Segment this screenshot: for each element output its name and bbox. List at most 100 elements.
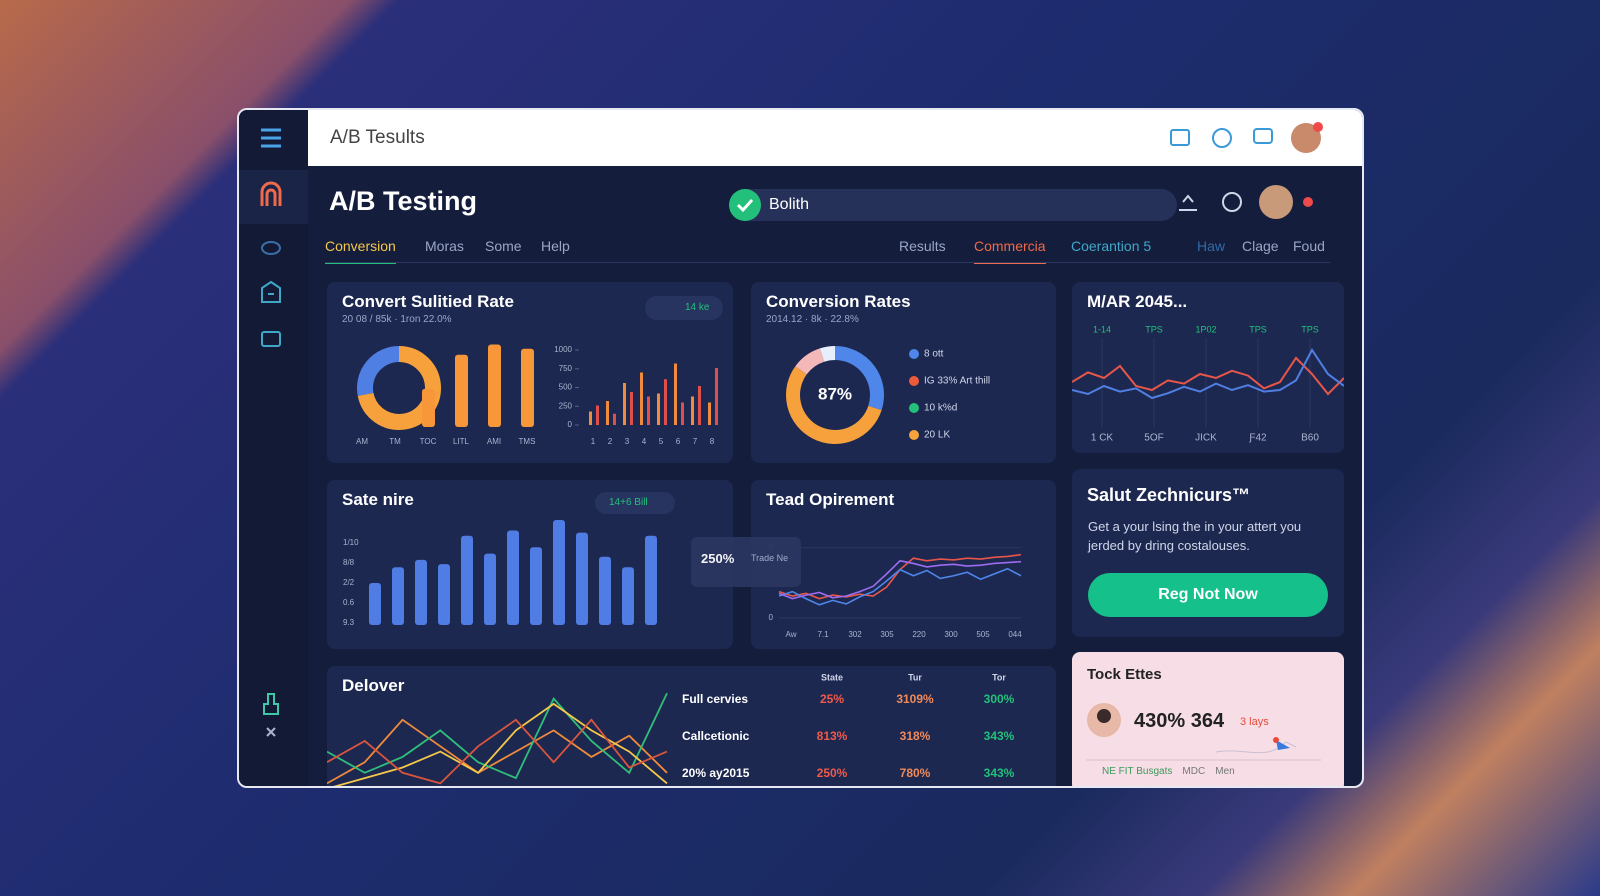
- card: 1/10 8/8 2/2 0.6 9.3 Sate nire 14+6 Bill: [327, 480, 733, 649]
- bar: [708, 402, 711, 425]
- app-window: A/B Tesults A/B Testing Bolith Conversio…: [237, 108, 1364, 788]
- menu-icon[interactable]: [261, 128, 281, 148]
- top-label: 1P02: [1195, 324, 1216, 334]
- bar: [488, 344, 501, 427]
- card-title: Tead Opirement: [766, 490, 895, 509]
- icon[interactable]: [1253, 128, 1273, 144]
- icon[interactable]: [1222, 192, 1242, 212]
- donut-segment: [795, 348, 825, 375]
- avatar[interactable]: [1291, 123, 1321, 153]
- bar: [596, 405, 599, 425]
- nav-icon[interactable]: [261, 241, 281, 255]
- nav-icon[interactable]: [266, 727, 276, 737]
- x-tick-label: 3: [625, 437, 630, 446]
- y-tick-label: 1000: [554, 345, 572, 354]
- donut-center: 87%: [818, 384, 852, 403]
- row-label: Callcetionic: [682, 729, 750, 743]
- footer-item: Men: [1215, 766, 1235, 777]
- tock-note: 3 lays: [1240, 716, 1269, 728]
- x-tick-label: 1 CK: [1091, 433, 1114, 444]
- top-label: TPS: [1145, 324, 1163, 334]
- bar: [622, 567, 634, 625]
- x-tick-label: 305: [880, 630, 894, 639]
- line-series: [1072, 348, 1344, 400]
- bar: [691, 396, 694, 425]
- line-series: [778, 567, 1022, 606]
- icon[interactable]: [1170, 129, 1190, 146]
- search-bar[interactable]: Bolith: [729, 189, 1177, 221]
- tab[interactable]: Results: [899, 238, 946, 254]
- card-title: M/AR 2045...: [1087, 292, 1188, 311]
- table-cell: 318%: [900, 729, 931, 743]
- logo-icon[interactable]: [260, 181, 282, 206]
- x-tick-label: 5: [659, 437, 664, 446]
- top-label: 1-14: [1093, 324, 1111, 334]
- avatar[interactable]: [1259, 185, 1293, 219]
- top-label: TPS: [1301, 324, 1319, 334]
- x-tick-label: 7.1: [817, 630, 829, 639]
- tab[interactable]: Conversion: [325, 238, 396, 264]
- donut-segment: [786, 366, 882, 444]
- x-tick-label: Aw: [786, 630, 797, 639]
- tab[interactable]: Haw: [1197, 238, 1226, 254]
- footer-item: MDC: [1182, 766, 1206, 777]
- y-tick-label: 500: [559, 383, 573, 392]
- x-tick-label: 505: [976, 630, 990, 639]
- badge: [1303, 197, 1313, 207]
- bar: [674, 363, 677, 425]
- table-cell: 250%: [817, 766, 848, 780]
- table-cell: 343%: [984, 729, 1015, 743]
- card-title: Delover: [342, 676, 405, 695]
- badge[interactable]: 14 ke: [645, 296, 723, 320]
- badge[interactable]: 14+6 Bill: [595, 492, 675, 514]
- line-series: [778, 559, 1022, 600]
- tab[interactable]: Commercia: [974, 238, 1046, 264]
- tab-divider: [325, 262, 1330, 263]
- x-tick-label: 5OF: [1144, 433, 1163, 444]
- tab[interactable]: Help: [541, 238, 570, 254]
- row-label: Full cervies: [682, 692, 748, 706]
- bar: [589, 411, 592, 425]
- x-tick-label: 7: [693, 437, 698, 446]
- icon[interactable]: [1212, 128, 1232, 148]
- tab[interactable]: Coerantion 5: [1071, 238, 1152, 254]
- nav-icon[interactable]: [261, 280, 281, 303]
- card-title: Tock Ettes: [1087, 666, 1162, 683]
- search-text: Bolith: [769, 196, 810, 213]
- tab[interactable]: Some: [485, 238, 522, 254]
- legend-label: 10 k%d: [924, 403, 957, 414]
- icon[interactable]: [1179, 194, 1197, 211]
- bar: [576, 532, 588, 625]
- button[interactable]: Reg Not Now: [1088, 573, 1328, 617]
- card: 87% 8 ott IG 33% Art thill 10 k%d 20 LK Conv…: [751, 282, 1056, 463]
- row-label: 20% ay2015: [682, 766, 750, 780]
- y-label: 9.3: [343, 618, 355, 627]
- nav-icon[interactable]: [261, 331, 281, 347]
- bar: [521, 348, 534, 427]
- card: State Tur Tor Full cervies 25% 3109% 300% Callc…: [327, 666, 1056, 786]
- tab[interactable]: Clage: [1242, 238, 1279, 254]
- legend-dot: [909, 430, 919, 440]
- top-label: TPS: [1249, 324, 1267, 334]
- table-cell: 343%: [984, 766, 1015, 780]
- tab[interactable]: Moras: [425, 238, 464, 254]
- bar: [530, 547, 542, 625]
- x-tick-label: 300: [944, 630, 958, 639]
- bar: [623, 383, 626, 425]
- card-subtitle: 2014.12 · 8k · 22.8%: [766, 314, 859, 325]
- footer-item: NE FIT Busgats: [1102, 766, 1173, 777]
- card: Salut Zechnicurs™ Get a your lsing the i…: [1072, 469, 1344, 637]
- nav-icon[interactable]: [263, 693, 279, 715]
- bar: [484, 553, 496, 625]
- tab[interactable]: Foud: [1293, 238, 1325, 254]
- bar: [392, 567, 404, 625]
- x-tick-label: 4: [642, 437, 647, 446]
- table-cell: 780%: [900, 766, 931, 780]
- bar: [599, 556, 611, 625]
- card-body: Get a your lsing the in your attert you …: [1088, 519, 1302, 553]
- bar: [630, 392, 633, 425]
- donut-segment: [357, 346, 400, 396]
- tock-value: 430% 364: [1134, 710, 1225, 732]
